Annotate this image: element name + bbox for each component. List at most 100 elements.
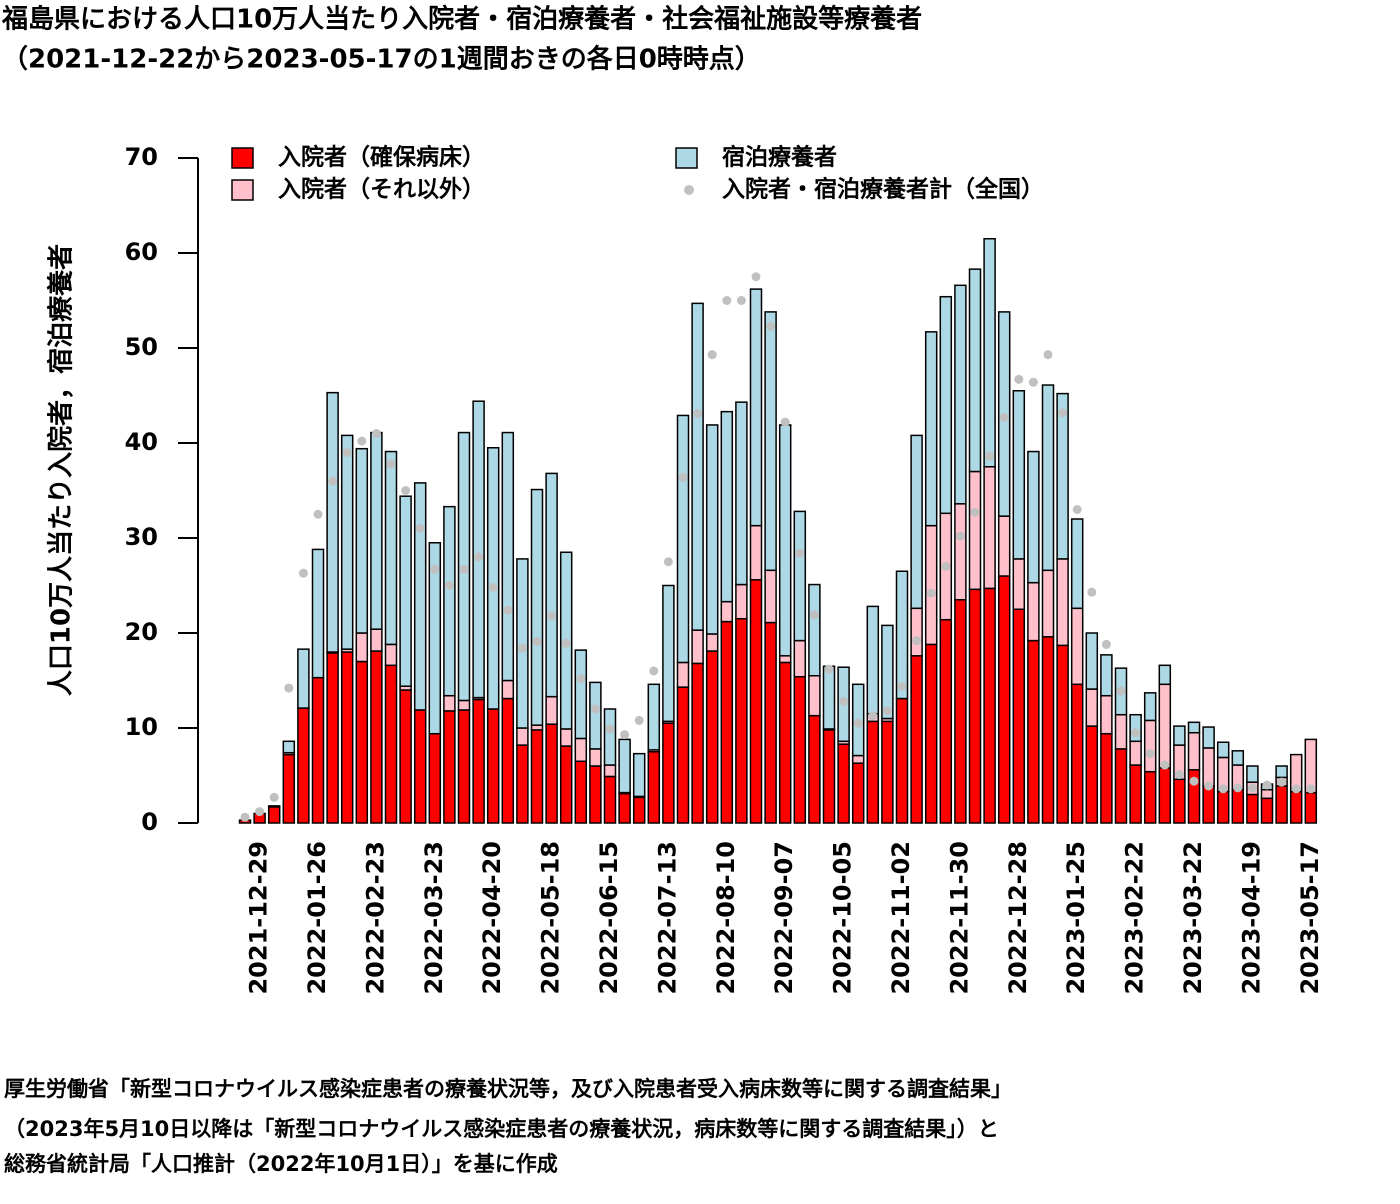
bar-segment xyxy=(764,569,777,624)
bar-segment xyxy=(1231,789,1245,824)
bar-segment xyxy=(924,643,938,824)
bar-segment xyxy=(340,651,354,824)
bar-segment xyxy=(954,284,967,505)
bar-segment xyxy=(1100,654,1113,697)
x-tick-label: 2023-05-17 xyxy=(1296,841,1324,995)
bar-segment xyxy=(1173,725,1186,746)
bar-segment xyxy=(749,579,763,824)
point xyxy=(912,636,922,646)
x-tick-label: 2022-09-07 xyxy=(770,841,798,995)
bar-segment xyxy=(1041,636,1055,824)
bar-segment xyxy=(355,660,369,824)
point xyxy=(503,605,513,615)
point xyxy=(678,472,688,482)
point xyxy=(1174,770,1184,780)
bar-segment xyxy=(1202,747,1215,787)
bar-segment xyxy=(851,754,865,764)
bar-segment xyxy=(1056,392,1069,560)
bar-segment xyxy=(486,708,500,824)
bar-segment xyxy=(326,652,339,824)
bar-segment xyxy=(1041,384,1055,572)
bar-segment xyxy=(1114,713,1128,750)
bar-segment xyxy=(574,649,588,740)
bar-segment xyxy=(1246,793,1259,824)
point xyxy=(415,524,425,533)
bar-segment xyxy=(530,488,544,726)
bar-segment xyxy=(618,792,631,824)
bar-segment xyxy=(968,588,982,824)
bar-segment xyxy=(1027,450,1040,584)
bar-segment xyxy=(1012,608,1026,824)
point xyxy=(240,812,250,822)
x-tick-label: 2022-04-20 xyxy=(478,841,506,995)
footnote: 総務省統計局「人口推計（2022年10月1日）」を基に作成 xyxy=(4,1152,558,1176)
point xyxy=(1072,505,1082,514)
bar-segment xyxy=(866,605,880,715)
x-tick-label: 2022-08-10 xyxy=(712,841,740,995)
point xyxy=(1291,784,1301,794)
bar-segment xyxy=(793,510,807,642)
point xyxy=(824,664,834,674)
bar-segment xyxy=(881,624,894,720)
bar-segment xyxy=(895,570,909,700)
point xyxy=(868,711,878,721)
bar-segment xyxy=(443,694,456,712)
x-tick-label: 2023-01-25 xyxy=(1062,841,1090,995)
bar-segment xyxy=(545,472,558,698)
bar-segment xyxy=(267,806,281,824)
point xyxy=(1189,776,1199,786)
bar-segment xyxy=(764,621,777,824)
footnote: （2023年5月10日以降は「新型コロナウイルス感染症患者の療養状況，病床数等に… xyxy=(4,1117,999,1141)
bar-segment xyxy=(808,714,821,824)
bar-segment xyxy=(983,238,996,468)
bar-segment xyxy=(1246,765,1259,783)
point xyxy=(1087,587,1097,597)
point xyxy=(371,429,381,438)
bar-segment xyxy=(1070,518,1084,610)
bar-segment xyxy=(837,743,850,824)
bar-segment xyxy=(384,664,398,824)
point xyxy=(649,666,659,676)
bar-segment xyxy=(647,683,661,751)
point xyxy=(444,581,454,590)
bar-segment xyxy=(1275,765,1288,779)
point xyxy=(1101,639,1111,649)
legend-marker xyxy=(231,147,254,169)
y-tick-label: 40 xyxy=(125,428,158,456)
bar-segment xyxy=(997,515,1011,577)
legend-marker xyxy=(231,179,254,201)
point xyxy=(1043,350,1053,360)
bar-segment xyxy=(603,708,617,766)
bar-segment xyxy=(1158,683,1172,769)
bar-segment xyxy=(399,689,412,824)
bar-segment xyxy=(413,482,427,711)
bar-segment xyxy=(822,665,836,730)
bar-segment xyxy=(1143,719,1157,773)
bar-segment xyxy=(1100,732,1113,824)
y-tick-label: 70 xyxy=(125,143,158,171)
legend-label: 宿泊療養者 xyxy=(722,144,837,171)
bar-segment xyxy=(603,775,617,824)
bar-segment xyxy=(983,587,996,824)
point xyxy=(926,588,936,598)
point xyxy=(853,718,863,728)
point xyxy=(780,417,790,427)
bar-segment xyxy=(662,584,675,723)
bar-segment xyxy=(559,728,573,747)
bar-segment xyxy=(370,431,383,630)
bar-segment xyxy=(808,675,821,717)
bar-segment xyxy=(1070,607,1084,686)
bar-segment xyxy=(954,599,967,824)
bar-segment xyxy=(1275,785,1288,824)
bar-segment xyxy=(720,410,734,603)
point xyxy=(1247,783,1257,793)
point xyxy=(576,674,586,684)
bar-segment xyxy=(749,524,763,581)
point xyxy=(736,296,746,305)
y-axis-label: 人口10万人当たり入院者，宿泊療養者 xyxy=(46,244,77,696)
bar-segment xyxy=(399,495,412,687)
x-tick-label: 2022-07-13 xyxy=(653,841,681,995)
bar-segment xyxy=(384,643,398,667)
bar-segment xyxy=(501,697,515,824)
bar-segment xyxy=(676,661,690,688)
